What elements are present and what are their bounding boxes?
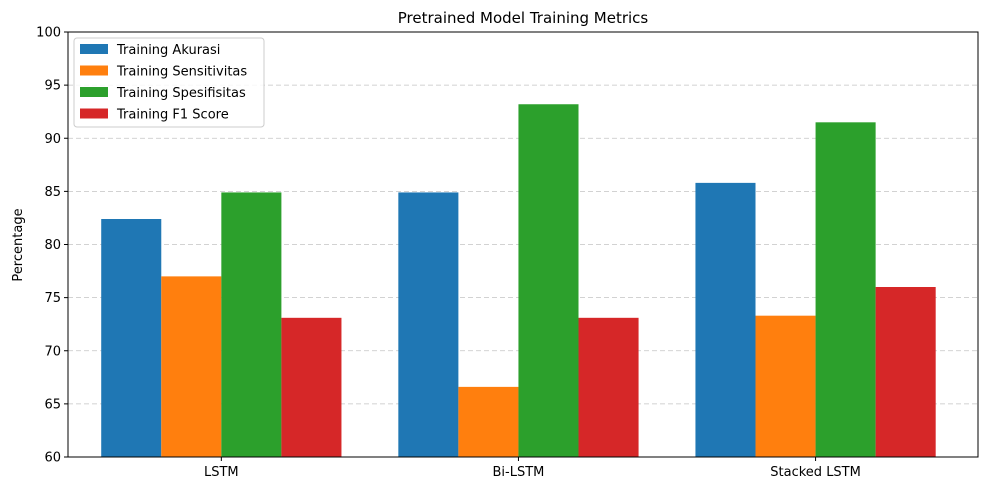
legend-swatch	[80, 87, 108, 97]
x-tick-label: Bi-LSTM	[493, 465, 545, 480]
y-tick-label: 95	[44, 79, 61, 94]
bar	[101, 219, 162, 457]
bar	[221, 192, 282, 457]
y-axis: 60 65 70 75 80 85 90 95 100	[36, 26, 68, 466]
y-tick-label: 70	[44, 344, 61, 359]
y-tick-label: 100	[36, 26, 61, 41]
x-axis: LSTM Bi-LSTM Stacked LSTM	[204, 457, 861, 480]
y-tick-label: 85	[44, 185, 61, 200]
legend-label: Training F1 Score	[116, 108, 229, 123]
bar	[695, 182, 756, 457]
legend-label: Training Spesifisitas	[116, 86, 246, 101]
bar	[755, 315, 816, 457]
bar	[518, 104, 579, 457]
legend-label: Training Sensitivitas	[116, 65, 247, 80]
y-axis-label: Percentage	[11, 208, 26, 281]
bar	[281, 317, 342, 457]
legend-swatch	[80, 65, 108, 76]
legend-swatch	[80, 108, 108, 119]
y-tick-label: 65	[44, 397, 61, 412]
bars	[101, 104, 936, 457]
legend-swatch	[80, 44, 108, 54]
y-tick-label: 90	[44, 132, 61, 147]
x-tick-label: LSTM	[204, 465, 239, 480]
bar	[458, 386, 519, 457]
bar	[398, 192, 459, 457]
y-tick-label: 60	[44, 451, 61, 466]
x-tick-label: Stacked LSTM	[770, 465, 861, 480]
legend: Training Akurasi Training Sensitivitas Tra…	[73, 37, 265, 128]
legend-box	[73, 37, 265, 128]
y-tick-label: 75	[44, 291, 61, 306]
chart-title: Pretrained Model Training Metrics	[398, 9, 649, 27]
legend-label: Training Akurasi	[116, 43, 220, 58]
y-tick-label: 80	[44, 238, 61, 253]
bar	[815, 122, 876, 457]
bar	[161, 276, 222, 457]
bar	[875, 287, 936, 457]
bar	[578, 317, 639, 457]
